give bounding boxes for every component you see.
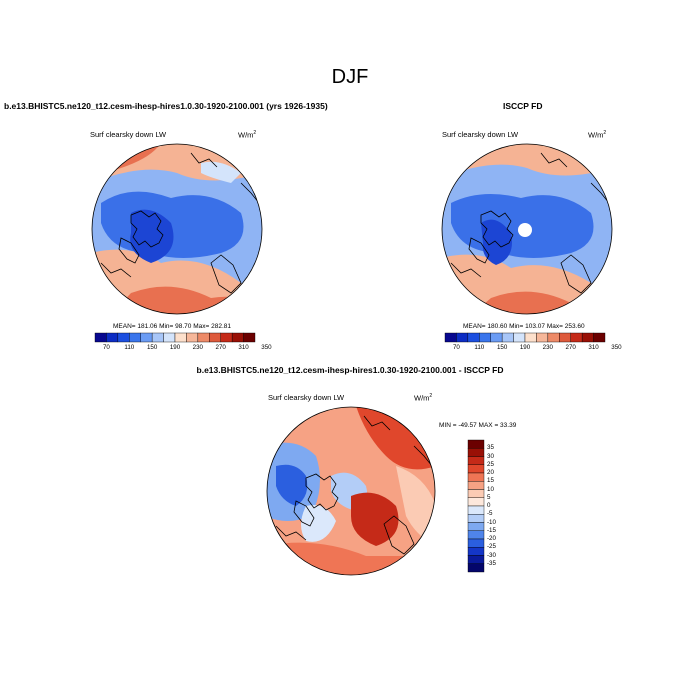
diff-colorbar-tick-label: 30 (487, 452, 494, 460)
right-colorbar-tick-label: 310 (588, 344, 599, 351)
diff-colorbar-tick-label: 5 (487, 493, 491, 501)
left-colorbar-swatch (231, 332, 244, 343)
left-colorbar-swatch (94, 332, 107, 343)
left-colorbar-tick-label: 310 (238, 344, 249, 351)
diff-colorbar-swatch (467, 538, 485, 548)
diff-colorbar-swatch (467, 522, 485, 531)
left-colorbar-swatch (106, 332, 119, 343)
right-colorbar-swatch (479, 332, 491, 343)
diff-polar-map (266, 406, 436, 576)
left-units-label: W/m2 (238, 130, 257, 140)
left-colorbar-swatch (163, 332, 176, 343)
right-colorbar-tick-label: 150 (496, 344, 508, 351)
diff-colorbar-swatch (467, 472, 485, 482)
right-colorbar-swatch (559, 332, 571, 343)
right-colorbar-tick-label: 70 (452, 344, 460, 351)
diff-colorbar-swatch (467, 456, 485, 465)
diff-colorbar: 35 30 25 20 15 10 5 0 -5 -10 -15 -20 -25 -30 -35 (467, 439, 508, 573)
left-colorbar-swatch (140, 332, 153, 343)
diff-colorbar-swatch (467, 464, 485, 474)
diff-colorbar-swatch (467, 439, 485, 449)
left-colorbar-tick-label: 110 (124, 344, 135, 351)
diff-colorbar-tick-label: -20 (487, 535, 496, 542)
right-variable-label: Surf clearsky down LW (442, 130, 519, 139)
right-colorbar-swatch (593, 332, 606, 343)
diff-colorbar-tick-label: 15 (487, 477, 494, 485)
left-colorbar-tick-label: 70 (102, 344, 110, 351)
right-colorbar: 70 110 150 190 230 270 310 350 (444, 332, 622, 351)
diff-colorbar-tick-label: 35 (487, 444, 494, 452)
diff-colorbar-tick-label: 25 (487, 460, 494, 468)
left-colorbar-swatch (174, 332, 187, 343)
left-colorbar-swatch (209, 332, 221, 343)
right-colorbar-swatch (581, 332, 594, 343)
right-colorbar-tick-label: 110 (474, 344, 485, 351)
diff-colorbar-swatch (467, 448, 485, 457)
right-colorbar-tick-label: 190 (519, 344, 531, 351)
diff-case-title: b.e13.BHISTC5.ne120_t12.cesm-ihesp-hires… (196, 365, 504, 375)
diff-colorbar-tick-label: -35 (487, 559, 496, 567)
diff-colorbar-swatch (467, 514, 485, 523)
left-colorbar-swatch (117, 332, 130, 343)
left-colorbar-swatch (220, 332, 233, 343)
right-colorbar-tick-label: 270 (565, 344, 576, 351)
left-colorbar-tick-label: 230 (192, 344, 204, 351)
diff-colorbar-tick-label: -15 (487, 526, 496, 534)
left-colorbar-tick-label: 350 (261, 344, 272, 351)
left-colorbar-tick-label: 150 (146, 344, 158, 351)
diff-colorbar-swatch (467, 489, 485, 498)
diff-colorbar-tick-label: -10 (487, 518, 496, 526)
right-polar-map (441, 143, 613, 315)
diff-colorbar-swatch (467, 547, 485, 556)
diff-colorbar-tick-label: 0 (487, 502, 491, 509)
diff-colorbar-swatch (467, 555, 485, 564)
plot-title: DJF (331, 66, 369, 88)
right-units-label: W/m2 (588, 130, 607, 140)
diff-colorbar-swatch (467, 505, 485, 515)
left-colorbar-swatch (151, 332, 164, 343)
diff-colorbar-swatch (467, 563, 485, 573)
diff-colorbar-swatch (467, 497, 485, 507)
left-colorbar-swatch (129, 332, 141, 343)
right-colorbar-swatch (536, 332, 549, 343)
left-variable-label: Surf clearsky down LW (90, 130, 167, 139)
left-colorbar-swatch (243, 332, 256, 343)
right-colorbar-swatch (456, 332, 469, 343)
right-colorbar-tick-label: 230 (542, 344, 554, 351)
right-colorbar-swatch (490, 332, 503, 343)
left-colorbar-swatch (186, 332, 199, 343)
right-colorbar-swatch (547, 332, 560, 343)
right-colorbar-swatch (513, 332, 526, 343)
left-colorbar-swatch (197, 332, 210, 343)
diff-colorbar-tick-label: -30 (487, 551, 496, 559)
right-colorbar-tick-label: 350 (611, 344, 622, 351)
right-colorbar-swatch (524, 332, 537, 343)
right-colorbar-swatch (570, 332, 583, 343)
left-colorbar-tick-label: 270 (215, 344, 226, 351)
diff-stats: MIN = -49.57 MAX = 33.39 (439, 422, 517, 429)
diff-colorbar-swatch (467, 530, 485, 540)
right-colorbar-swatch (467, 332, 480, 343)
left-colorbar: 70 110 150 190 230 270 310 350 (94, 332, 272, 351)
diff-colorbar-tick-label: 20 (487, 469, 494, 476)
diff-variable-label: Surf clearsky down LW (268, 393, 345, 402)
diff-units-label: W/m2 (414, 393, 433, 403)
right-colorbar-swatch (444, 332, 457, 343)
right-colorbar-swatch (501, 332, 514, 343)
right-case-title: ISCCP FD (503, 101, 543, 111)
diff-colorbar-swatch (467, 481, 485, 490)
left-stats: MEAN= 181.06 Min= 98.70 Max= 282.81 (113, 323, 231, 330)
diff-colorbar-tick-label: -5 (487, 510, 493, 518)
diff-colorbar-tick-label: -25 (487, 543, 496, 551)
left-case-title: b.e13.BHISTC5.ne120_t12.cesm-ihesp-hires… (4, 101, 328, 111)
left-polar-map (91, 143, 263, 315)
diff-colorbar-tick-label: 10 (487, 485, 494, 493)
right-stats: MEAN= 180.60 Min= 103.07 Max= 253.60 (463, 323, 585, 330)
left-colorbar-tick-label: 190 (169, 344, 181, 351)
